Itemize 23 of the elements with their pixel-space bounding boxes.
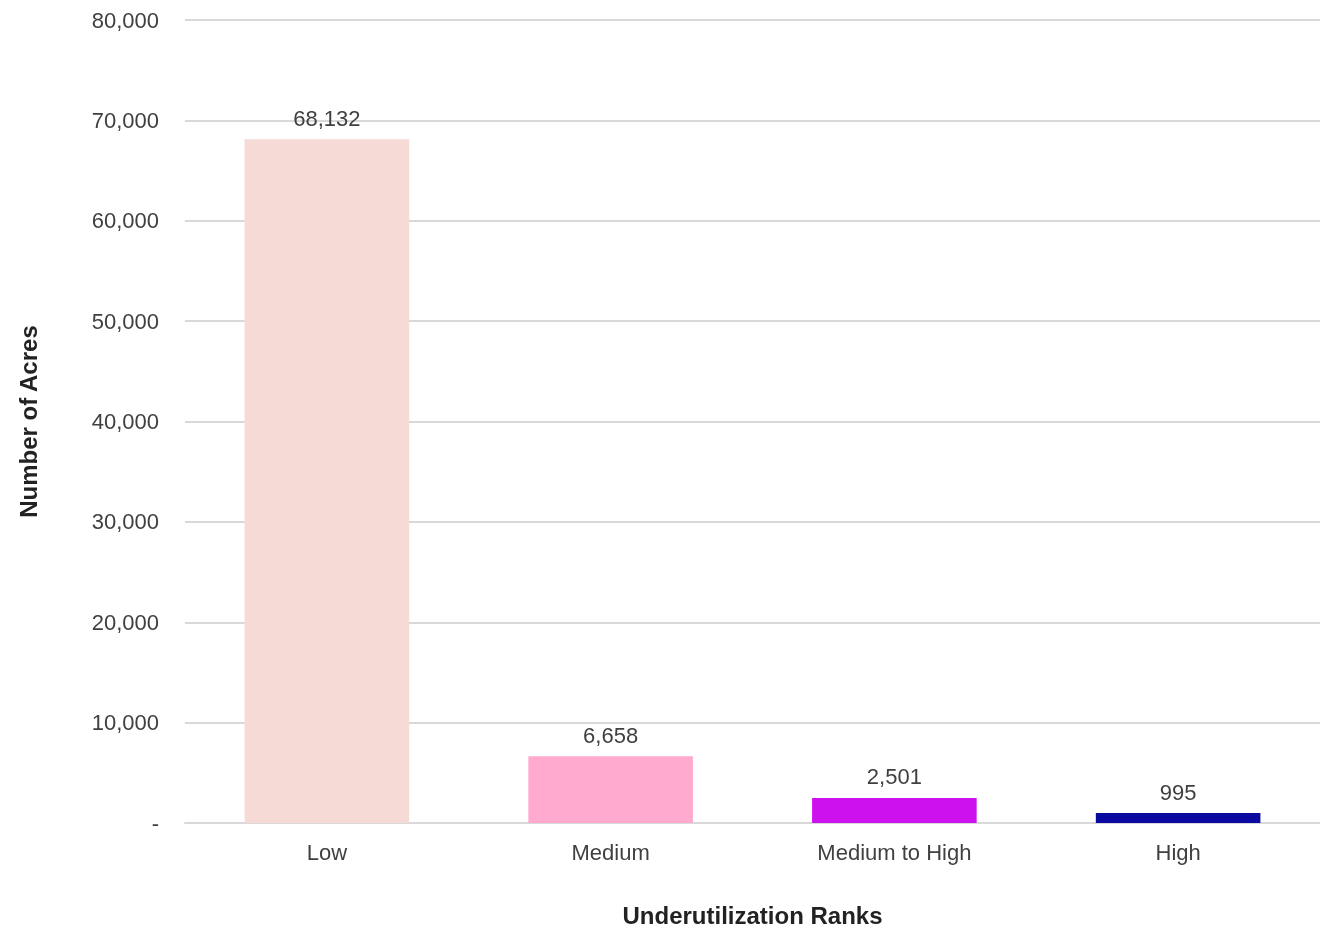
y-tick-label: 80,000 xyxy=(91,7,159,33)
y-tick-label: - xyxy=(151,810,159,836)
x-axis-title: Underutilization Ranks xyxy=(622,901,883,929)
bar xyxy=(244,139,410,823)
data-label: 68,132 xyxy=(293,105,361,131)
x-tick-label: Medium xyxy=(571,839,650,865)
bar xyxy=(528,756,693,823)
y-tick-label: 40,000 xyxy=(91,409,159,434)
data-label: 6,658 xyxy=(583,722,639,748)
data-label: 995 xyxy=(1159,779,1197,805)
y-tick-label: 10,000 xyxy=(91,710,159,736)
y-tick-label: 60,000 xyxy=(91,208,159,234)
y-tick-label: 20,000 xyxy=(91,609,159,635)
y-axis-title: Number of Acres xyxy=(14,325,42,518)
bar xyxy=(1095,813,1261,823)
bar xyxy=(812,797,977,823)
data-label: 2,501 xyxy=(866,764,922,790)
x-tick-label: High xyxy=(1155,839,1201,865)
y-tick-label: 50,000 xyxy=(91,308,159,334)
x-tick-label: Medium to High xyxy=(817,839,972,865)
y-tick-label: 30,000 xyxy=(91,509,159,535)
y-tick-label: 70,000 xyxy=(91,107,159,133)
x-tick-label: Low xyxy=(306,839,348,865)
